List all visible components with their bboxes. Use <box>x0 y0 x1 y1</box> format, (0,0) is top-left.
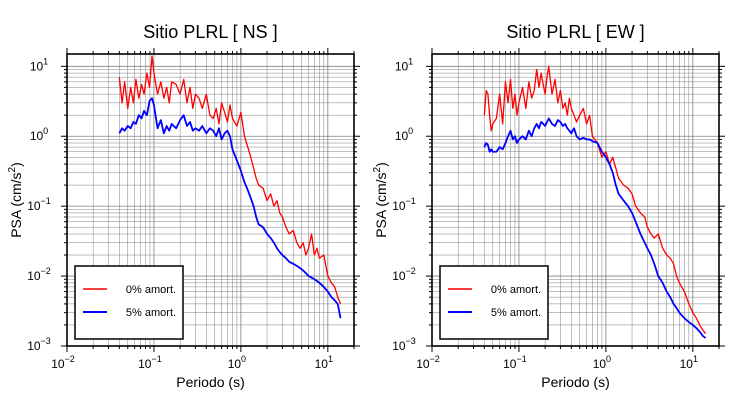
series-line-undamped <box>483 65 707 335</box>
x-tick-label: 10−2 <box>416 354 440 371</box>
y-axis-label: PSA (cm/s2) <box>7 162 24 238</box>
legend: 0% amort. 5% amort. <box>439 265 549 340</box>
legend: 0% amort. 5% amort. <box>74 265 184 340</box>
x-tick-label: 10−1 <box>503 354 527 371</box>
chart-title: Sitio PLRL [ EW ] <box>506 22 644 42</box>
y-axis-label: PSA (cm/s2) <box>372 162 389 238</box>
y-tick-label: 101 <box>395 56 413 73</box>
y-tick-label: 10−3 <box>27 336 51 353</box>
y-tick-label: 10−1 <box>392 196 416 213</box>
grid <box>431 54 720 347</box>
y-tick-label: 10−1 <box>27 196 51 213</box>
plot-frame <box>66 53 355 347</box>
y-tick-label: 10−2 <box>392 266 416 283</box>
x-tick-label: 100 <box>228 354 246 371</box>
series-line-damped <box>118 97 342 319</box>
y-tick-label: 100 <box>30 126 48 143</box>
legend-box <box>74 265 184 340</box>
y-tick-label: 10−2 <box>27 266 51 283</box>
x-axis-label: Periodo (s) <box>541 374 609 390</box>
legend-label: 0% amort. <box>126 284 176 296</box>
ticks <box>426 48 725 352</box>
y-tick-label: 100 <box>395 126 413 143</box>
x-tick-label: 101 <box>680 354 698 371</box>
series-line-undamped <box>118 55 342 305</box>
y-tick-label: 10−3 <box>392 336 416 353</box>
legend-label: 5% amort. <box>126 307 176 319</box>
legend-label: 0% amort. <box>491 284 541 296</box>
ticks <box>61 48 360 352</box>
chart-title: Sitio PLRL [ NS ] <box>143 22 277 42</box>
x-tick-label: 10−1 <box>138 354 162 371</box>
x-tick-label: 10−2 <box>51 354 75 371</box>
x-tick-label: 100 <box>593 354 611 371</box>
series-line-damped <box>483 117 707 339</box>
x-tick-label: 101 <box>315 354 333 371</box>
y-tick-label: 101 <box>30 56 48 73</box>
legend-box <box>439 265 549 340</box>
legend-label: 5% amort. <box>491 307 541 319</box>
plot-frame <box>431 53 720 347</box>
x-axis-label: Periodo (s) <box>176 374 244 390</box>
